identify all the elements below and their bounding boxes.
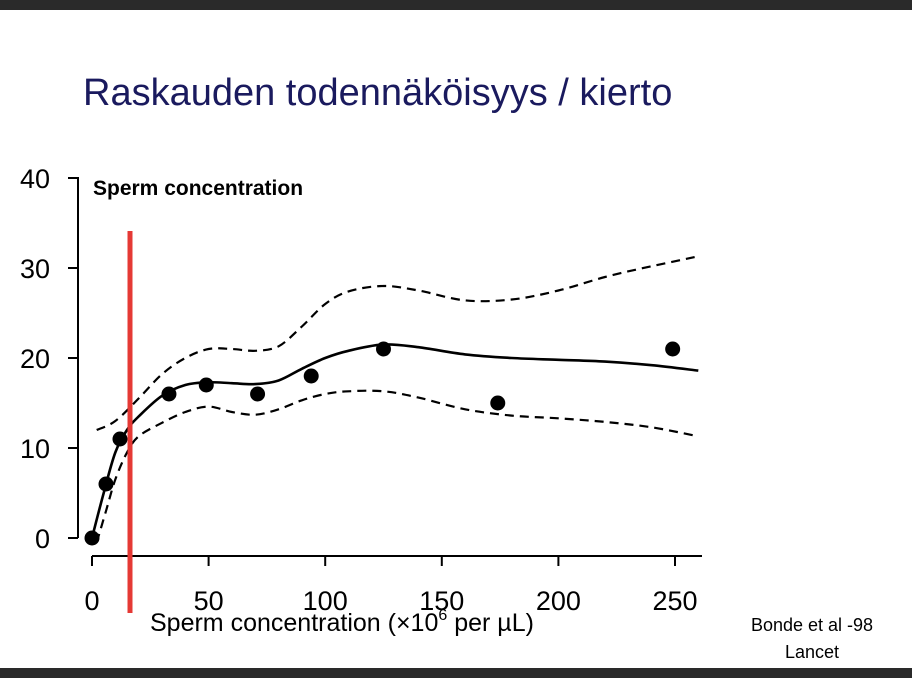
citation: Bonde et al -98 Lancet (728, 612, 896, 666)
y-tick-label-20: 20 (20, 344, 50, 374)
data-point-8 (490, 395, 506, 411)
fitted-curve-line (90, 343, 699, 539)
data-point-9 (665, 341, 681, 357)
slide: Raskauden todennäköisyys / kierto 0 10 20 3… (0, 10, 912, 668)
x-axis: 0 50 100 150 200 250 (84, 555, 702, 616)
y-tick-label-30: 30 (20, 254, 50, 284)
x-tick-label-0: 0 (84, 586, 99, 616)
citation-journal: Lancet (784, 642, 840, 662)
series-layer (90, 255, 699, 543)
x-tick-label-100: 100 (303, 586, 348, 616)
y-tick-label-40: 40 (20, 164, 50, 194)
x-tick-label-250: 250 (652, 586, 697, 616)
y-axis: 0 10 20 30 40 (20, 164, 79, 554)
y-tick-label-0: 0 (35, 524, 50, 554)
slide-title: Raskauden todennäköisyys / kierto (83, 72, 673, 114)
x-axis-title-tail: per µL) (447, 609, 534, 637)
y-tick-label-10: 10 (20, 434, 50, 464)
x-axis-title: Sperm concentration (×106 per µL) (150, 607, 534, 637)
x-tick-label-150: 150 (419, 586, 464, 616)
data-point-6 (303, 368, 319, 384)
x-axis-title-sup: 6 (438, 607, 447, 624)
data-point-5 (250, 386, 266, 402)
data-point-3 (161, 386, 177, 402)
data-points (84, 341, 681, 546)
citation-authors: Bonde et al -98 (750, 615, 874, 635)
x-tick-label-50: 50 (194, 586, 224, 616)
upper-ci-line (96, 255, 699, 432)
x-axis-title-main: Sperm concentration (×10 (150, 609, 438, 637)
data-point-0 (84, 530, 100, 546)
x-tick-label-200: 200 (536, 586, 581, 616)
chart-title: Sperm concentration (93, 177, 303, 200)
data-point-2 (112, 431, 128, 447)
sperm-concentration-chart: 0 10 20 30 40 0 50 100 150 200 250 Sperm concentr… (20, 164, 702, 637)
data-point-7 (376, 341, 391, 357)
lower-ci-line (95, 389, 699, 543)
data-point-1 (98, 476, 114, 492)
data-point-4 (198, 377, 214, 393)
